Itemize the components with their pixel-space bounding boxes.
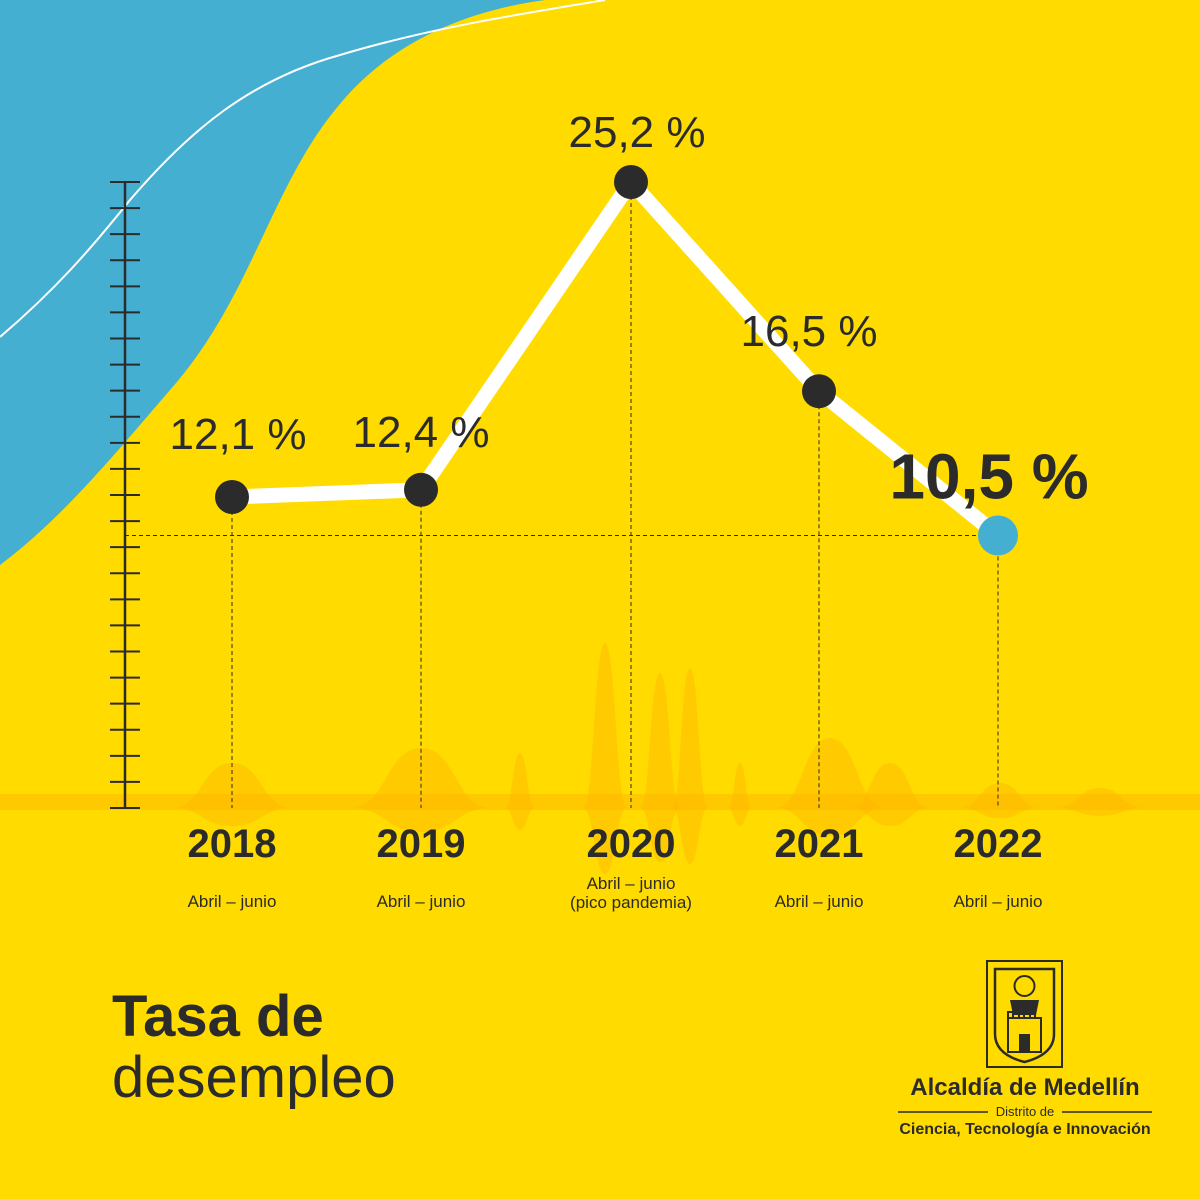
wave-2	[505, 753, 535, 830]
wave-5	[672, 668, 708, 864]
wave-1	[351, 748, 491, 832]
x-tick-label-2019: 2019	[377, 822, 466, 866]
decorative-waves	[0, 643, 1200, 874]
x-tick-label-2020: 2020	[587, 822, 676, 866]
x-tick-label-2022: 2022	[954, 822, 1043, 866]
data-point-2022	[978, 515, 1018, 556]
wave-7	[775, 738, 885, 836]
blue-corner-shape	[0, 0, 545, 565]
value-label-2020: 25,2 %	[569, 108, 706, 157]
y-axis-ruler	[110, 181, 140, 809]
value-label-2021: 16,5 %	[741, 307, 878, 356]
data-point-2021	[802, 374, 836, 409]
data-point-2020	[614, 165, 648, 199]
wave-4	[640, 673, 680, 862]
period-label-2018: Abril – junio	[188, 892, 277, 911]
data-markers	[215, 165, 1018, 556]
period-label-2019: Abril – junio	[377, 892, 466, 911]
value-labels: 12,1 % 12,4 % 25,2 % 16,5 % 10,5 %	[170, 108, 1089, 512]
logo-subtitle: Distrito de	[996, 1104, 1055, 1119]
x-tick-labels: 2018 Abril – junio 2019 Abril – junio 2020 Ab…	[188, 822, 1043, 912]
wave-3	[583, 643, 627, 874]
alcaldia-logo: Alcaldía de Medellín Distrito de Ciencia…	[898, 960, 1152, 1138]
period-label-2020: (pico pandemia)	[570, 893, 692, 912]
value-label-2022: 10,5 %	[889, 440, 1088, 512]
wave-9	[960, 783, 1040, 818]
logo-name: Alcaldía de Medellín	[910, 1074, 1139, 1101]
wave-band	[0, 794, 1200, 810]
wave-6	[728, 763, 752, 826]
period-label-2022: Abril – junio	[954, 892, 1043, 911]
x-tick-label-2021: 2021	[775, 822, 864, 866]
logo-tagline: Ciencia, Tecnología e Innovación	[899, 1121, 1150, 1138]
period-label-2021: Abril – junio	[775, 892, 864, 911]
period-label-2020: Abril – junio	[587, 874, 676, 893]
title-line-1: Tasa de	[112, 984, 324, 1049]
data-point-2019	[404, 472, 438, 507]
dashed-guide-lines	[125, 182, 999, 808]
medellin-coat-of-arms-icon	[986, 960, 1063, 1068]
value-label-2018: 12,1 %	[170, 410, 307, 459]
x-tick-label-2018: 2018	[188, 822, 277, 866]
title-line-2: desempleo	[112, 1045, 396, 1110]
value-label-2019: 12,4 %	[353, 408, 490, 457]
data-point-2018	[215, 480, 249, 514]
wave-8	[850, 763, 930, 826]
wave-10	[1055, 788, 1145, 816]
white-swoosh-line	[0, 0, 606, 338]
